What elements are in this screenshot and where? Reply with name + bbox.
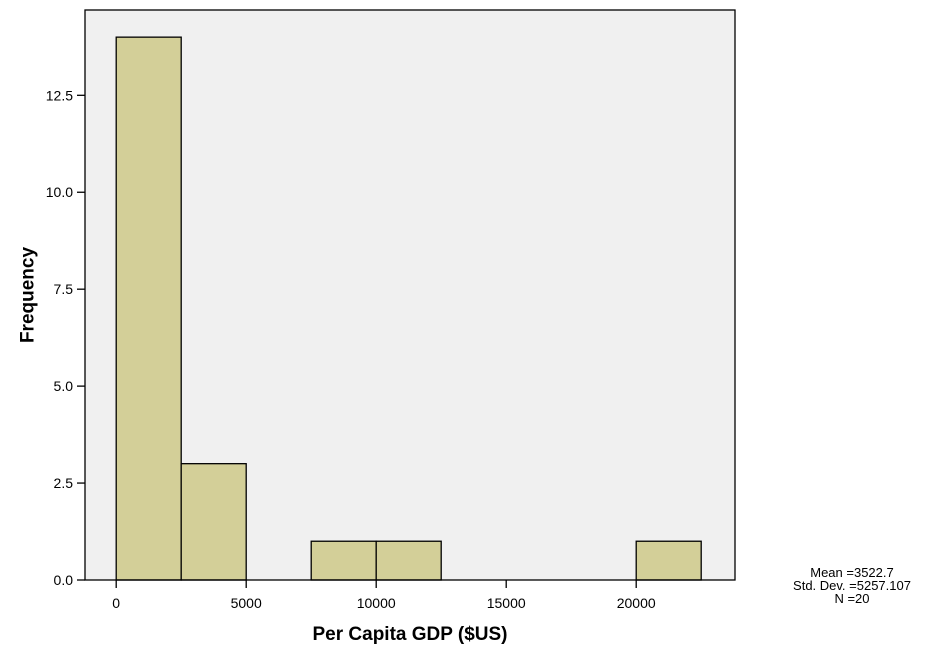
bars-group xyxy=(115,36,702,581)
stats-n: N =20 xyxy=(834,591,870,606)
y-axis: 0.0 2.5 5.0 7.5 10.0 12.5 xyxy=(46,87,85,588)
y-axis-title: Frequency xyxy=(18,247,39,344)
plot-frame xyxy=(84,9,736,581)
y-tick-label-3: 7.5 xyxy=(54,281,74,297)
histogram-bar-2 xyxy=(310,540,377,581)
x-tick-label-3: 15000 xyxy=(487,595,526,611)
y-tick-label-5: 12.5 xyxy=(46,87,73,103)
x-axis-title: Per Capita GDP ($US) xyxy=(313,624,508,645)
y-tick-label-4: 10.0 xyxy=(46,184,73,200)
y-tick-label-1: 2.5 xyxy=(54,475,74,491)
stats-std-dev: Std. Dev. =5257.107 xyxy=(793,578,911,593)
summary-stats: Mean =3522.7 Std. Dev. =5257.107 N =20 xyxy=(762,566,942,605)
x-tick-label-0: 0 xyxy=(112,595,120,611)
histogram-bar-0 xyxy=(115,36,182,581)
x-tick-label-4: 20000 xyxy=(617,595,656,611)
y-tick-label-0: 0.0 xyxy=(54,572,74,588)
histogram-bar-4 xyxy=(635,540,702,581)
x-axis: 0 5000 10000 15000 20000 xyxy=(112,580,656,611)
y-tick-label-2: 5.0 xyxy=(54,378,74,394)
histogram-bar-3 xyxy=(375,540,442,581)
x-tick-label-1: 5000 xyxy=(231,595,262,611)
stats-mean: Mean =3522.7 xyxy=(810,565,894,580)
histogram-bar-1 xyxy=(180,463,247,581)
x-tick-label-2: 10000 xyxy=(357,595,396,611)
